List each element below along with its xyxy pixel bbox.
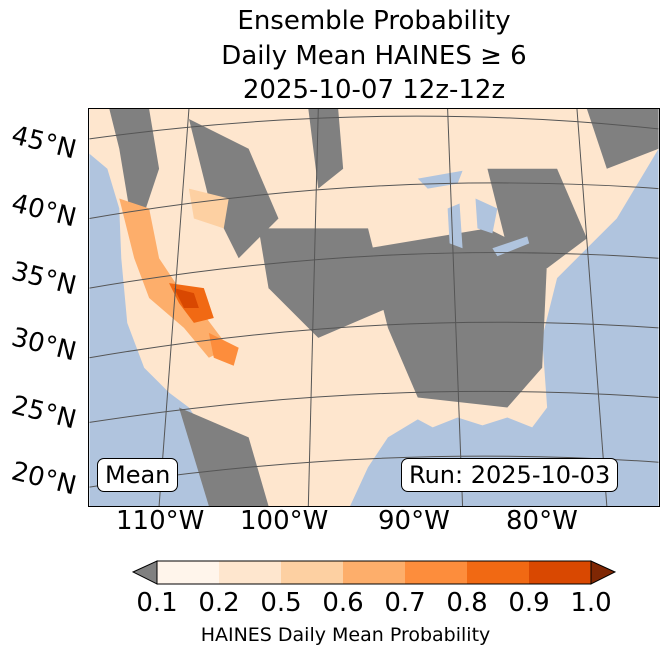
colorbar-segment [343, 561, 406, 584]
colorbar-tick-label: 0.6 [322, 588, 364, 618]
lat-label-20: 20°N [8, 456, 80, 502]
colorbar-segment [405, 561, 468, 584]
colorbar-label: HAINES Daily Mean Probability [200, 624, 491, 646]
colorbar-frame [156, 560, 592, 585]
colorbar-under-extension [132, 560, 158, 585]
lon-label-80: 80°W [506, 506, 578, 536]
lat-label-35: 35°N [8, 256, 80, 302]
colorbar-tick-label: 1.0 [570, 588, 612, 618]
lon-label-110: 110°W [116, 506, 205, 536]
low-probability-areas [109, 109, 659, 506]
title-line-1: Ensemble Probability [237, 6, 511, 36]
colorbar-tick-label: 0.7 [384, 588, 426, 618]
colorbar [132, 560, 616, 585]
colorbar-segment [467, 561, 530, 584]
colorbar-segment [219, 561, 282, 584]
colorbar-over-extension [590, 560, 616, 585]
lat-label-30: 30°N [8, 322, 80, 368]
lon-label-100: 100°W [240, 506, 329, 536]
run-label-box: Run: 2025-10-03 [401, 458, 619, 492]
lon-label-90: 90°W [378, 506, 450, 536]
colorbar-segment [281, 561, 344, 584]
title-line-3: 2025-10-07 12z-12z [242, 75, 506, 105]
high-probability-areas [119, 188, 239, 366]
lat-label-45: 45°N [8, 120, 80, 166]
colorbar-tick-label: 0.5 [260, 588, 302, 618]
colorbar-tick-label: 0.1 [136, 588, 178, 618]
colorbar-tick-label: 0.8 [446, 588, 488, 618]
lat-label-40: 40°N [8, 188, 80, 234]
colorbar-segment [529, 561, 592, 584]
title-line-2: Daily Mean HAINES ≥ 6 [221, 41, 527, 71]
colorbar-segment [157, 561, 220, 584]
colorbar-tick-label: 0.2 [198, 588, 240, 618]
mean-label-box: Mean [97, 458, 179, 492]
colorbar-tick-label: 0.9 [508, 588, 550, 618]
lat-label-25: 25°N [8, 390, 80, 436]
probability-map [88, 108, 660, 507]
